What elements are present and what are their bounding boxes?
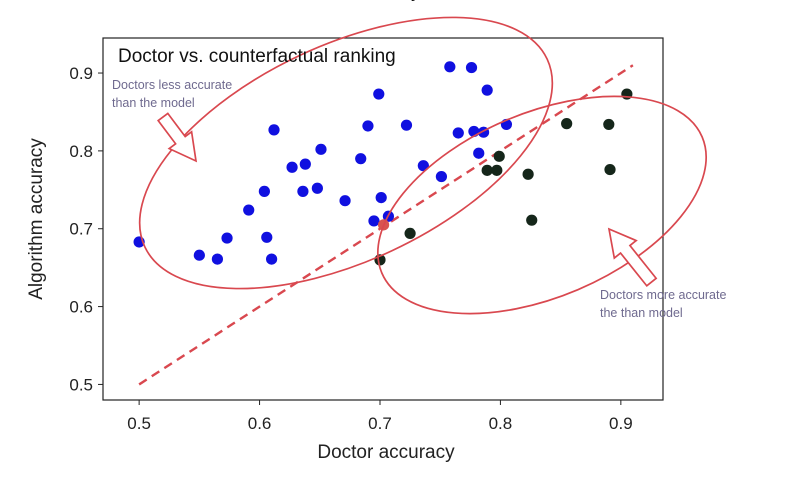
x-axis: 0.5 0.6 0.7 0.8 0.9 (127, 400, 633, 433)
x-tick-label: 0.6 (248, 414, 272, 433)
scatter-point-less-accurate (258, 185, 270, 197)
y-tick-label: 0.8 (69, 142, 93, 161)
scatter-point-less-accurate (368, 215, 380, 227)
scatter-point-less-accurate (261, 231, 273, 243)
annotations: Doctors less accurate than the model Docto… (112, 16, 726, 320)
annotation-more-accurate: the than model (600, 306, 683, 320)
scatter-point-less-accurate (299, 158, 311, 170)
y-tick-label: 0.9 (69, 64, 93, 83)
scatter-point-less-accurate (444, 61, 456, 73)
x-tick-label: 0.7 (368, 414, 392, 433)
annotation-more-accurate: Doctors more accurate (600, 288, 726, 302)
right-pointing-arrow (157, 112, 198, 163)
y-tick-label: 0.6 (69, 298, 93, 317)
y-tick-label: 0.5 (69, 375, 93, 394)
scatter-point-less-accurate (339, 195, 351, 207)
scatter-point-less-accurate (286, 161, 298, 173)
scatter-point-more-accurate (603, 118, 615, 131)
scatter-point-more-accurate (561, 118, 573, 130)
cut-off-heading-fragment: y (411, 0, 421, 2)
scatter-point-less-accurate (268, 124, 280, 136)
scatter-point-more-accurate (526, 214, 538, 226)
scatter-point-more-accurate (493, 150, 505, 162)
scatter-point-more-accurate (491, 164, 503, 176)
scatter-point-less-accurate (452, 127, 464, 139)
y-axis: 0.5 0.6 0.7 0.8 0.9 (69, 64, 103, 394)
scatter-point-less-accurate (375, 191, 387, 204)
scatter-point-less-accurate (355, 153, 367, 165)
scatter-point-less-accurate (221, 232, 233, 244)
chart-title: Doctor vs. counterfactual ranking (118, 46, 396, 67)
scatter-point-less-accurate (211, 253, 224, 265)
scatter-point-less-accurate (481, 84, 493, 96)
scatter-point-less-accurate (465, 61, 478, 74)
less-accurate-group-ellipse (138, 16, 554, 290)
x-tick-label: 0.5 (127, 414, 151, 433)
x-tick-label: 0.9 (609, 414, 633, 433)
x-axis-label: Doctor accuracy (317, 442, 455, 463)
y-axis-label: Algorithm accuracy (26, 138, 47, 300)
scatter-point-less-accurate (193, 249, 205, 261)
scatter-point-more-accurate (604, 163, 616, 176)
scatter-point-less-accurate (473, 147, 485, 159)
scatter-point-more-accurate (522, 168, 534, 180)
scatter-point-more-accurate (404, 227, 416, 240)
scatter-point-less-accurate (266, 253, 278, 265)
plot-frame (102, 37, 664, 401)
scatter-point-less-accurate (400, 119, 413, 131)
annotation-less-accurate: than the model (112, 96, 195, 110)
annotation-less-accurate: Doctors less accurate (112, 78, 232, 92)
scatter-point-less-accurate (362, 120, 374, 132)
scatter-point-less-accurate (297, 185, 309, 197)
up-left-pointing-arrow (607, 227, 658, 288)
scatter-point-less-accurate (417, 160, 429, 172)
scatter-point-less-accurate (435, 170, 448, 183)
more-accurate-group-ellipse (376, 95, 708, 315)
scatter-point-less-accurate (311, 182, 323, 194)
scatter-point-less-accurate (315, 143, 327, 155)
scatter-point-less-accurate (373, 88, 385, 100)
x-tick-label: 0.8 (489, 414, 513, 433)
y-tick-label: 0.7 (69, 220, 93, 239)
scatter-point-more-accurate (481, 164, 493, 176)
scatter-point-less-accurate (243, 204, 255, 216)
